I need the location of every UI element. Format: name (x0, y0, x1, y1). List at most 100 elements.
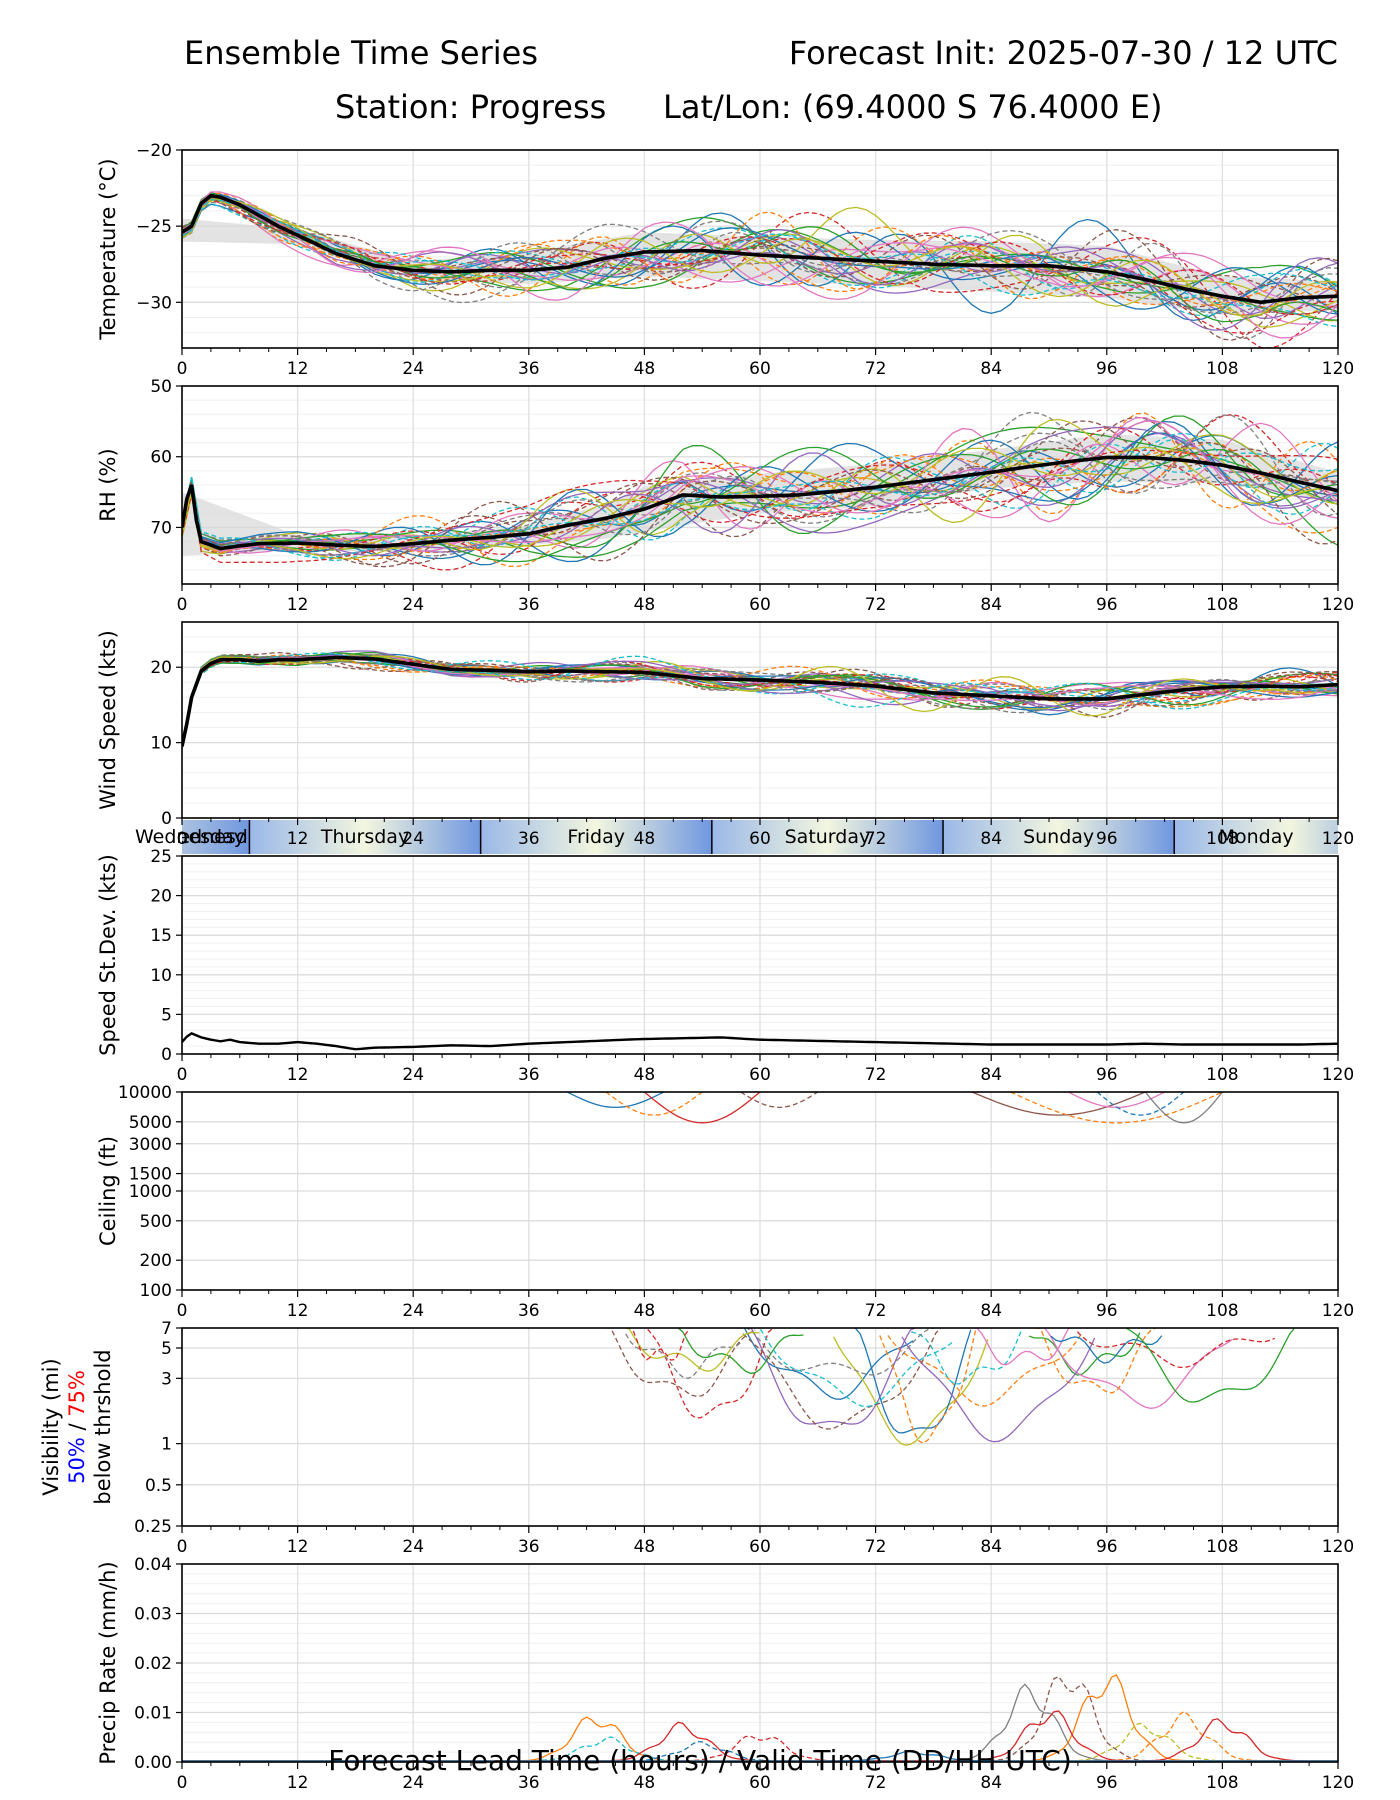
x-tick-label: 84 (980, 595, 1002, 615)
ensemble-mean-line (182, 655, 1338, 747)
ensemble-member (182, 411, 1338, 557)
ensemble-member (182, 651, 1338, 748)
ensemble-member (182, 412, 1338, 554)
x-tick-label: 12 (287, 1065, 309, 1085)
x-tick-label: 12 (287, 1537, 309, 1557)
ensemble-member (182, 192, 1338, 323)
x-axis-title: Forecast Lead Time (hours) / Valid Time … (328, 1744, 1072, 1777)
x-tick-label: 96 (1096, 359, 1118, 379)
x-tick-label: 36 (518, 1537, 540, 1557)
ensemble-member (901, 1336, 1096, 1443)
day-label-friday: Friday (567, 826, 625, 848)
y-tick-label: −30 (136, 293, 172, 313)
chart-title: Ensemble Time Series (184, 34, 538, 72)
ensemble-member (182, 198, 1338, 328)
ensemble-member (182, 1750, 1338, 1762)
ensemble-member (647, 1328, 774, 1419)
y-axis-label: RH (%) (96, 448, 120, 521)
ensemble-member (1076, 1331, 1276, 1369)
y-tick-label: 1 (161, 1435, 172, 1455)
ensemble-member (605, 1328, 756, 1398)
x-tick-label: 72 (865, 595, 887, 615)
y-tick-label: 10 (150, 966, 172, 986)
ensemble-member (182, 197, 1338, 341)
ensemble-member (760, 1328, 954, 1408)
x-tick-label: 60 (749, 1301, 771, 1321)
ensemble-mean-line (182, 455, 1338, 551)
ensemble-member (182, 420, 1338, 552)
x-tick-label: 120 (1322, 1537, 1354, 1557)
ensemble-member (182, 192, 1338, 317)
ensemble-member (182, 655, 1338, 746)
ensemble-member (740, 1092, 819, 1109)
ensemble-member (182, 426, 1338, 556)
ensemble-member (182, 653, 1338, 748)
y-axis-label: Precip Rate (mm/h) (96, 1561, 120, 1764)
panel-6: 75 3 1 0.5 0.250 12 24 36 48 60 72 84 96 108 120 Visibi… (39, 1319, 1354, 1557)
x-tick-label: 24 (402, 595, 424, 615)
panel-frame (181, 1563, 1339, 1763)
y-tick-label: 0.5 (145, 1476, 172, 1496)
ensemble-member (643, 1092, 761, 1124)
y-axis-label-sub: below thrshold (91, 1349, 115, 1504)
panel-frame (181, 149, 1339, 349)
y-tick-label: 7 (161, 1319, 172, 1339)
ensemble-member (1068, 1092, 1165, 1109)
plot-area (605, 1328, 1296, 1446)
x-tick-label: 72 (865, 359, 887, 379)
x-tick-label: 0 (177, 1301, 188, 1321)
x-tick-label: 96 (1096, 1301, 1118, 1321)
plot-area (182, 1674, 1338, 1762)
x-tick-label: 0 (177, 1065, 188, 1085)
panel-1: −20 −25 −30 0 12 24 36 48 60 72 84 96 108 120 Temperat… (96, 141, 1354, 379)
x-tick-label: 0 (177, 1537, 188, 1557)
x-tick-label: 36 (518, 1773, 540, 1793)
x-tick-label: 36 (518, 359, 540, 379)
ensemble-member (605, 1092, 703, 1116)
x-tick-label: 96 (1096, 1065, 1118, 1085)
ensemble-member (182, 414, 1338, 550)
ensemble-member (182, 199, 1338, 299)
plot-area (182, 191, 1338, 348)
x-tick-label: 48 (634, 829, 656, 849)
x-tick-label: 96 (1096, 595, 1118, 615)
y-tick-label: 25 (150, 847, 172, 867)
y-tick-label: 200 (140, 1251, 172, 1271)
x-tick-label: 96 (1096, 1773, 1118, 1793)
x-tick-label: 72 (865, 829, 887, 849)
day-band: Wednesday Thursday Friday Saturday Sunday Mon… (0, 820, 1400, 854)
x-tick-label: 72 (865, 1065, 887, 1085)
x-tick-label: 120 (1322, 359, 1354, 379)
y-tick-label: 5 (161, 1339, 172, 1359)
x-tick-label: 24 (402, 829, 424, 849)
x-tick-label: 108 (1206, 829, 1238, 849)
ensemble-member (182, 449, 1338, 564)
panel-frame (181, 1091, 1339, 1291)
y-tick-label: −25 (136, 217, 172, 237)
y-tick-label: 5000 (129, 1113, 172, 1133)
x-tick-label: 0 (177, 829, 188, 849)
x-tick-label: 60 (749, 829, 771, 849)
x-tick-label: 72 (865, 1301, 887, 1321)
x-tick-label: 12 (287, 1301, 309, 1321)
ensemble-member (854, 1328, 972, 1434)
x-tick-label: 120 (1322, 595, 1354, 615)
x-tick-label: 0 (177, 359, 188, 379)
ensemble-member (182, 420, 1338, 566)
ensemble-member (182, 442, 1338, 567)
ensemble-member (182, 441, 1338, 568)
x-tick-label: 12 (287, 1773, 309, 1793)
y-tick-label: 100 (140, 1281, 172, 1301)
y-tick-label: 1000 (129, 1182, 172, 1202)
x-tick-label: 24 (402, 1301, 424, 1321)
y-tick-label: −20 (136, 141, 172, 161)
y-tick-label: 0.01 (134, 1704, 172, 1724)
ensemble-member (182, 191, 1338, 339)
ensemble-member (1096, 1092, 1185, 1116)
panel-4: 0 5 10 15 20 25 0 12 24 36 48 60 72 84 96 108 120 Speed S… (96, 847, 1354, 1085)
x-tick-label: 108 (1206, 1537, 1238, 1557)
x-tick-label: 84 (980, 359, 1002, 379)
x-tick-label: 12 (287, 359, 309, 379)
